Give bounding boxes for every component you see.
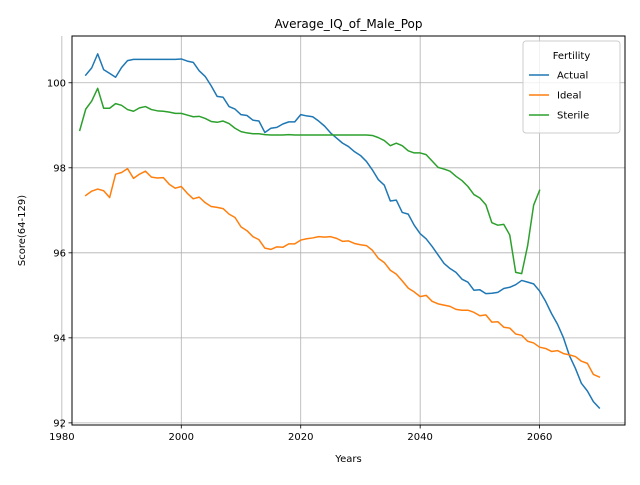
y-tick-label: 98 [53,163,66,174]
chart-title: Average_IQ_of_Male_Pop [274,17,422,31]
x-tick-label: 2060 [527,432,552,443]
legend: Fertility Actual Ideal Sterile [522,40,621,134]
series-line-ideal [84,167,601,378]
legend-label-actual: Actual [557,71,588,82]
series-line-actual [84,53,601,410]
x-tick-label: 1980 [49,432,74,443]
y-tick-label: 92 [53,418,66,429]
x-tick-label: 2000 [169,432,194,443]
x-tick-label: 2040 [407,432,432,443]
y-axis-ticks: 92 94 96 98 100 [47,78,72,429]
legend-title: Fertility [553,51,591,62]
legend-label-sterile: Sterile [557,111,589,122]
legend-items: Actual Ideal Sterile [529,71,589,122]
x-axis-ticks: 1980 2000 2020 2040 2060 [49,425,552,443]
legend-box [522,40,621,134]
y-tick-label: 100 [47,78,66,89]
y-tick-label: 96 [53,248,66,259]
legend-label-ideal: Ideal [557,91,581,102]
y-tick-label: 94 [53,333,66,344]
series-lines [78,53,601,410]
x-tick-label: 2020 [288,432,313,443]
y-axis-label: Score(64-129) [17,195,28,266]
plot-frame [71,35,626,426]
x-axis-label: Years [334,454,361,465]
series-line-sterile [78,87,541,275]
